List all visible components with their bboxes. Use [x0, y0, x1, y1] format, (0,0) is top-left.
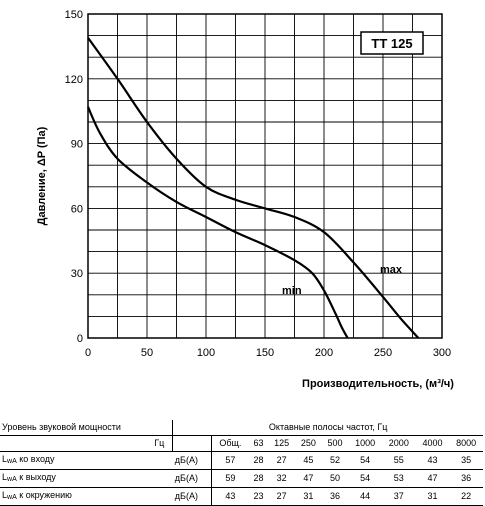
row-label: LwA к окружению: [0, 487, 173, 506]
series-line-max: [87, 37, 420, 339]
y-tick-label: 30: [71, 268, 83, 280]
table-cell: 52: [321, 451, 349, 470]
row-unit: дБ(А): [172, 451, 213, 470]
table-row: LwA к окружению дБ(А) 43 23 27 31 36 44 37 31 22: [0, 487, 483, 506]
table-cell: 36: [449, 469, 483, 488]
y-tick-label: 90: [71, 139, 83, 151]
column-header: 63: [248, 435, 269, 452]
x-tick-label: 200: [315, 347, 333, 359]
series-line-min: [86, 106, 349, 339]
table-cell: 28: [248, 451, 269, 470]
row-unit: дБ(А): [172, 469, 213, 488]
table-title: Уровень звуковой мощности: [0, 420, 174, 436]
table-cell: 22: [449, 487, 483, 506]
table-cell: 28: [248, 469, 269, 488]
unit-column-header: [172, 435, 212, 452]
column-header: 8000: [449, 435, 483, 452]
table-cell: 45: [295, 451, 322, 470]
table-cell: 53: [381, 469, 416, 488]
row-label: LwA к выходу: [0, 469, 173, 488]
performance-chart: 0 50 100 150 200 250 300 0 30 60 90 120 150 TT 125 m…: [36, 9, 454, 390]
x-tick-label: 250: [374, 347, 392, 359]
model-label-frame: [360, 31, 424, 55]
table-cell: 36: [321, 487, 349, 506]
table-cell: 27: [268, 451, 296, 470]
column-header: 250: [295, 435, 322, 452]
table-header-row-2: Гц Общ. 63 125 250 500 1000 2000 4000 8000: [0, 435, 483, 452]
table-header-row-1: Уровень звуковой мощности Октавные полос…: [0, 420, 483, 436]
table-cell: 43: [415, 451, 450, 470]
chart-series: [86, 37, 420, 339]
x-tick-label: 100: [197, 347, 215, 359]
column-header: 4000: [415, 435, 450, 452]
column-header: 2000: [381, 435, 416, 452]
model-label-box: TT 125: [360, 31, 424, 55]
model-label: TT 125: [371, 36, 412, 51]
y-tick-label: 120: [65, 74, 83, 86]
series-label-max: max: [380, 264, 403, 276]
table-cell: 31: [295, 487, 322, 506]
sound-power-table: Уровень звуковой мощности Октавные полос…: [0, 420, 483, 506]
table-cell: 59: [211, 469, 249, 488]
table-cell: 54: [348, 469, 382, 488]
table-cell: 54: [348, 451, 382, 470]
table-cell: 47: [415, 469, 450, 488]
series-label-min: min: [282, 285, 302, 297]
table-cell: 43: [211, 487, 249, 506]
table-cell: 50: [321, 469, 349, 488]
hz-label: Гц: [0, 435, 174, 452]
table-row: LwA к выходу дБ(А) 59 28 32 47 50 54 53 47 36: [0, 469, 483, 488]
table-cell: 32: [268, 469, 296, 488]
table-body: LwA ко входу дБ(А) 57 28 27 45 52 54 55 43 35 LwA к…: [0, 451, 483, 506]
x-tick-label: 50: [141, 347, 153, 359]
table-cell: 37: [381, 487, 416, 506]
y-tick-label: 60: [71, 203, 83, 215]
chart-ticks: 0 50 100 150 200 250 300 0 30 60 90 120 150: [65, 9, 452, 359]
column-header: 500: [321, 435, 349, 452]
table-cell: 35: [449, 451, 483, 470]
table-cell: 55: [381, 451, 416, 470]
chart-grid: [88, 14, 442, 338]
x-tick-label: 300: [433, 347, 451, 359]
x-tick-label: 150: [256, 347, 274, 359]
table-cell: 23: [248, 487, 269, 506]
table-row: LwA ко входу дБ(А) 57 28 27 45 52 54 55 43 35: [0, 451, 483, 470]
table-cell: 44: [348, 487, 382, 506]
table-cell: 31: [415, 487, 450, 506]
octave-bands-header: Октавные полосы частот, Гц: [172, 420, 483, 436]
row-unit: дБ(А): [172, 487, 213, 506]
table-cell: 27: [268, 487, 296, 506]
table-cell: 57: [211, 451, 249, 470]
table-cell: 47: [295, 469, 322, 488]
x-tick-label: 0: [85, 347, 91, 359]
column-header: 125: [268, 435, 296, 452]
row-label: LwA ко входу: [0, 451, 173, 470]
y-axis-title: Давление, ΔP (Па): [36, 126, 48, 225]
column-header: Общ.: [211, 435, 249, 452]
column-header: 1000: [348, 435, 382, 452]
y-tick-label: 0: [77, 333, 83, 345]
x-axis-title: Производительность, (м³/ч): [302, 378, 454, 390]
y-tick-label: 150: [65, 9, 83, 21]
plot-frame: [87, 13, 443, 339]
